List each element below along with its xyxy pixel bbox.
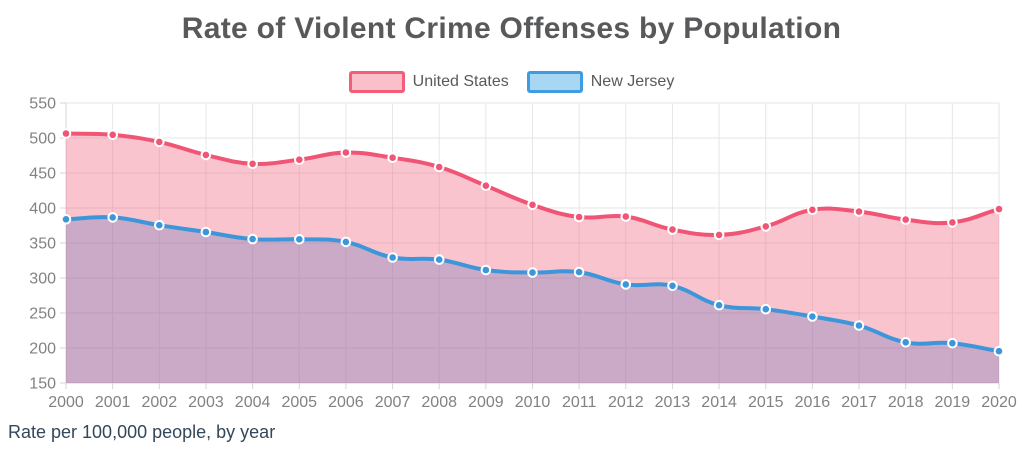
- x-axis-label: 2002: [142, 394, 178, 411]
- data-point-new-jersey-2018[interactable]: [900, 337, 912, 348]
- data-point-new-jersey-2010[interactable]: [527, 267, 538, 278]
- legend-item-new-jersey[interactable]: New Jersey: [526, 71, 675, 93]
- data-point-new-jersey-2002[interactable]: [154, 219, 165, 231]
- data-point-united-states-2005[interactable]: [294, 154, 305, 165]
- data-point-new-jersey-2001[interactable]: [107, 212, 118, 223]
- data-point-united-states-2003[interactable]: [200, 149, 212, 161]
- x-axis-label: 2014: [701, 394, 737, 411]
- crime-rate-chart: 150 200 250 300 350 400 450 500 550 2000 2001 2002 2…: [29, 96, 1017, 412]
- x-axis-label: 2004: [235, 394, 271, 411]
- data-point-united-states-2009[interactable]: [480, 180, 492, 191]
- data-point-new-jersey-2014[interactable]: [713, 299, 725, 311]
- data-point-new-jersey-2004[interactable]: [247, 233, 258, 245]
- x-axis-label: 2005: [281, 394, 317, 411]
- x-axis-label: 2009: [468, 394, 504, 411]
- data-point-new-jersey-2007[interactable]: [387, 252, 398, 263]
- data-point-new-jersey-2003[interactable]: [200, 226, 212, 238]
- data-point-united-states-2010[interactable]: [527, 199, 538, 211]
- chart-title: Rate of Violent Crime Offenses by Popula…: [181, 12, 842, 45]
- x-axis-label: 2003: [188, 394, 224, 411]
- x-axis-label: 2015: [748, 394, 784, 411]
- x-axis-label: 2018: [888, 394, 924, 411]
- data-point-united-states-2020[interactable]: [993, 203, 1005, 215]
- data-point-united-states-2006[interactable]: [340, 147, 352, 158]
- data-point-united-states-2012[interactable]: [620, 211, 632, 222]
- data-point-united-states-2016[interactable]: [807, 204, 818, 216]
- data-point-new-jersey-2009[interactable]: [480, 264, 492, 276]
- data-point-new-jersey-2017[interactable]: [853, 320, 865, 331]
- data-point-new-jersey-2015[interactable]: [760, 303, 772, 315]
- y-axis-label: 350: [29, 236, 56, 253]
- series-points-new-jersey: [60, 212, 1005, 357]
- x-axis-label: 2020: [981, 394, 1017, 411]
- axis-tick-labels: 150 200 250 300 350 400 450 500 550 2000 2001 2002 2…: [29, 96, 1017, 412]
- data-point-new-jersey-2008[interactable]: [433, 254, 445, 265]
- data-point-new-jersey-2006[interactable]: [340, 236, 352, 248]
- data-point-united-states-2011[interactable]: [573, 211, 585, 223]
- data-point-united-states-2000[interactable]: [60, 128, 72, 139]
- y-axis-label: 550: [29, 96, 56, 113]
- data-point-new-jersey-2020[interactable]: [993, 345, 1005, 357]
- legend-item-united-states[interactable]: United States: [348, 71, 509, 93]
- x-axis-label: 2001: [95, 394, 131, 411]
- y-axis-label: 400: [29, 201, 56, 218]
- gridlines: [60, 102, 1000, 389]
- legend-swatch-new-jersey: [526, 71, 583, 93]
- x-axis-label: 2007: [375, 394, 411, 411]
- y-axis-label: 250: [29, 306, 56, 323]
- legend-label-united-states: United States: [412, 73, 509, 90]
- y-axis-label: 200: [29, 341, 56, 358]
- data-point-new-jersey-2005[interactable]: [294, 234, 305, 245]
- legend-swatch-united-states: [348, 71, 405, 93]
- y-axis-label: 150: [29, 376, 56, 393]
- x-axis-label: 2011: [562, 394, 597, 411]
- data-point-new-jersey-2013[interactable]: [667, 280, 678, 292]
- x-axis-label: 2012: [608, 394, 644, 411]
- data-point-united-states-2019[interactable]: [947, 217, 958, 228]
- series-area-united-states: [66, 133, 999, 383]
- x-axis-label: 2013: [655, 394, 691, 411]
- data-point-united-states-2017[interactable]: [853, 206, 865, 217]
- x-axis-label: 2006: [328, 394, 364, 411]
- x-axis-label: 2016: [795, 394, 831, 411]
- data-point-new-jersey-2011[interactable]: [573, 266, 585, 278]
- data-point-united-states-2004[interactable]: [247, 158, 258, 170]
- legend-label-new-jersey: New Jersey: [590, 73, 675, 90]
- data-point-united-states-2014[interactable]: [713, 229, 725, 241]
- chart-legend: United States New Jersey: [0, 71, 1023, 93]
- y-axis-label: 450: [29, 166, 56, 183]
- data-point-new-jersey-2012[interactable]: [620, 279, 632, 290]
- data-point-new-jersey-2000[interactable]: [60, 214, 72, 225]
- y-axis-label: 300: [29, 271, 56, 288]
- data-point-united-states-2018[interactable]: [900, 214, 912, 225]
- data-point-united-states-2013[interactable]: [667, 224, 678, 235]
- y-axis-label: 500: [29, 131, 56, 148]
- data-point-new-jersey-2016[interactable]: [807, 311, 818, 322]
- data-point-united-states-2001[interactable]: [107, 129, 118, 141]
- data-point-united-states-2007[interactable]: [387, 152, 398, 164]
- x-axis-label: 2010: [515, 394, 551, 411]
- chart-caption: Rate per 100,000 people, by year: [8, 422, 276, 442]
- x-axis-label: 2017: [841, 394, 877, 411]
- data-point-new-jersey-2019[interactable]: [947, 337, 958, 349]
- series-area-new-jersey: [66, 217, 999, 383]
- x-axis-label: 2008: [421, 394, 457, 411]
- x-axis-label: 2019: [935, 394, 971, 411]
- data-point-united-states-2015[interactable]: [760, 221, 772, 232]
- series-points-united-states: [60, 128, 1005, 241]
- data-point-united-states-2002[interactable]: [154, 136, 165, 148]
- x-axis-label: 2000: [48, 394, 84, 411]
- data-point-united-states-2008[interactable]: [433, 161, 445, 173]
